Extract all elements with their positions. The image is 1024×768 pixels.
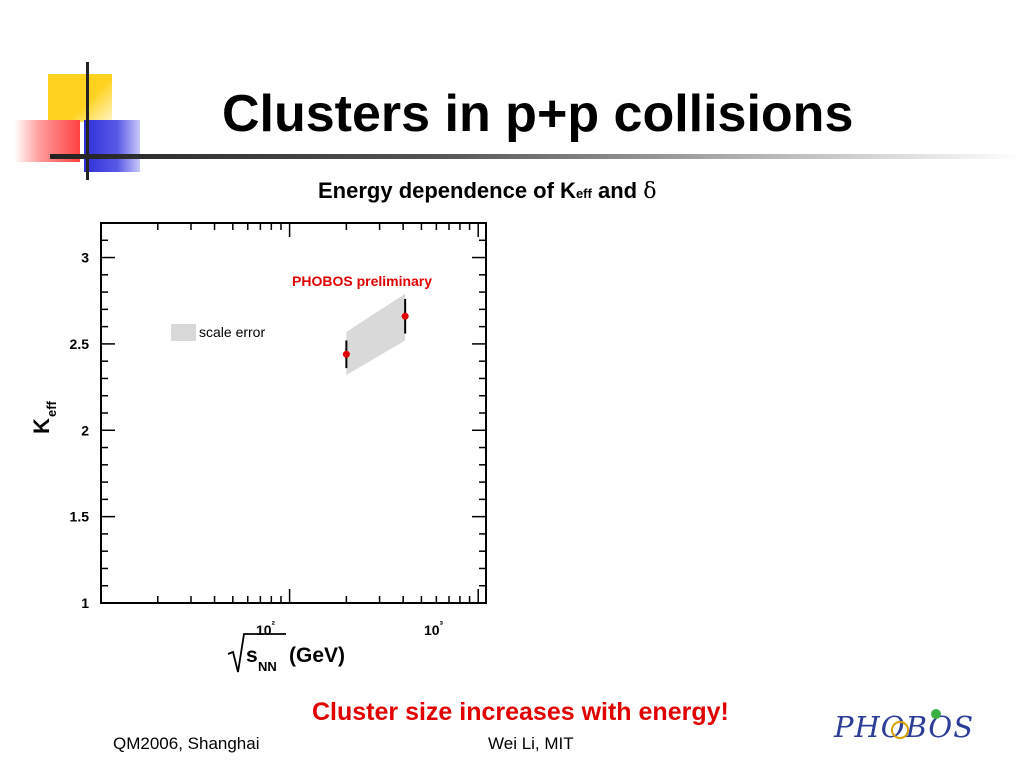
legend-label: scale error — [199, 324, 265, 340]
subtitle-mid: and — [591, 178, 644, 203]
footer-author: Wei Li, MIT — [488, 734, 574, 753]
footer-conference: QM2006, Shanghai — [113, 734, 260, 753]
x-tick-label-1000: 10³ — [424, 620, 444, 638]
subtitle-subscript: eff — [575, 186, 592, 201]
y-tick-label: 2.5 — [70, 336, 90, 352]
logo-dot-icon — [931, 709, 941, 719]
x-tick-label-100: 10² — [256, 620, 276, 638]
chart-subtitle: Energy dependence of Keff and δ — [318, 178, 656, 204]
y-axis-label-k: K — [29, 418, 54, 434]
logo-ring-icon — [891, 721, 909, 739]
x-axis-label-subscript: NN — [258, 659, 277, 674]
decoration-blue-block — [84, 120, 140, 172]
scale-error-polygon — [346, 293, 406, 375]
x-axis-label: s NN (GeV) — [227, 633, 345, 674]
legend-swatch — [171, 324, 196, 341]
scale-error-band — [346, 293, 406, 375]
y-axis-label: K eff — [29, 400, 59, 434]
annotation-preliminary: PHOBOS preliminary — [292, 273, 432, 289]
y-tick-label: 1.5 — [70, 509, 90, 525]
logo-lettering: PHOBOS — [833, 710, 972, 744]
data-point — [401, 312, 409, 320]
keff-chart: 1 1.5 2 2.5 3 scale error PHOBOS preliminary… — [29, 222, 487, 674]
subtitle-delta-symbol: δ — [643, 179, 657, 204]
sqrt-symbol — [227, 633, 286, 673]
decoration-vertical-line — [86, 62, 89, 180]
axis-ticks: 1 1.5 2 2.5 3 — [70, 222, 486, 611]
subtitle-prefix: Energy dependence of K — [318, 178, 576, 203]
y-tick-label: 3 — [81, 250, 89, 266]
plot-frame — [100, 222, 487, 604]
title-divider — [50, 154, 1024, 159]
y-tick-label: 2 — [81, 422, 89, 438]
y-tick-label: 1 — [81, 595, 89, 611]
x-axis-label-unit: (GeV) — [289, 644, 345, 667]
data-points — [342, 299, 409, 369]
data-point — [342, 350, 350, 358]
phobos-logo: PHOBOS — [833, 709, 972, 744]
slide-title: Clusters in p+p collisions — [222, 85, 854, 143]
conclusion-text: Cluster size increases with energy! — [312, 698, 729, 726]
x-axis-label-s: s — [246, 644, 258, 667]
decoration-yellow-block — [48, 74, 112, 122]
y-axis-label-subscript: eff — [44, 400, 59, 417]
